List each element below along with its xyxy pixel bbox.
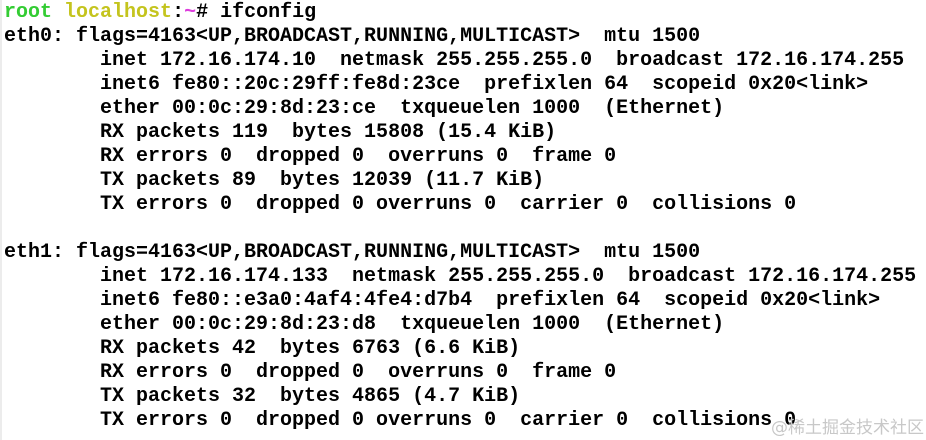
- blank-line: [4, 217, 926, 241]
- shell-prompt-line: root localhost:~# ifconfig: [4, 1, 926, 25]
- terminal-line: TX packets 32 bytes 4865 (4.7 KiB): [4, 385, 521, 408]
- terminal-line: RX errors 0 dropped 0 overruns 0 frame 0: [4, 361, 617, 384]
- terminal-line: RX errors 0 dropped 0 overruns 0 frame 0: [4, 145, 617, 168]
- terminal-line: TX errors 0 dropped 0 overruns 0 carrier…: [4, 409, 797, 432]
- terminal-line: ether 00:0c:29:8d:23:d8 txqueuelen 1000 …: [4, 313, 725, 336]
- terminal-line: RX packets 42 bytes 6763 (6.6 KiB): [4, 337, 521, 360]
- terminal-line: ether 00:0c:29:8d:23:ce txqueuelen 1000 …: [4, 97, 725, 120]
- ifconfig-output-eth0: eth0: flags=4163<UP,BROADCAST,RUNNING,MU…: [4, 25, 926, 217]
- terminal-line: eth0: flags=4163<UP,BROADCAST,RUNNING,MU…: [4, 25, 701, 48]
- prompt-user: root: [4, 1, 53, 24]
- terminal-line: inet 172.16.174.133 netmask 255.255.255.…: [4, 265, 917, 288]
- ifconfig-output-eth1: eth1: flags=4163<UP,BROADCAST,RUNNING,MU…: [4, 241, 926, 433]
- prompt-at: [52, 1, 64, 24]
- terminal-line: RX packets 119 bytes 15808 (15.4 KiB): [4, 121, 557, 144]
- typed-command: ifconfig: [220, 1, 317, 24]
- terminal-line: inet 172.16.174.10 netmask 255.255.255.0…: [4, 49, 905, 72]
- terminal-line: TX errors 0 dropped 0 overruns 0 carrier…: [4, 193, 797, 216]
- prompt-host: localhost: [64, 1, 173, 24]
- prompt-colon: :: [172, 1, 185, 24]
- terminal-line: inet6 fe80::e3a0:4af4:4fe4:d7b4 prefixle…: [4, 289, 881, 312]
- terminal-line: inet6 fe80::20c:29ff:fe8d:23ce prefixlen…: [4, 73, 869, 96]
- terminal-line: TX packets 89 bytes 12039 (11.7 KiB): [4, 169, 545, 192]
- prompt-hash: #: [196, 1, 221, 24]
- watermark: @稀土掘金技术社区: [771, 418, 924, 438]
- terminal-line: eth1: flags=4163<UP,BROADCAST,RUNNING,MU…: [4, 241, 701, 264]
- prompt-path: ~: [184, 1, 197, 24]
